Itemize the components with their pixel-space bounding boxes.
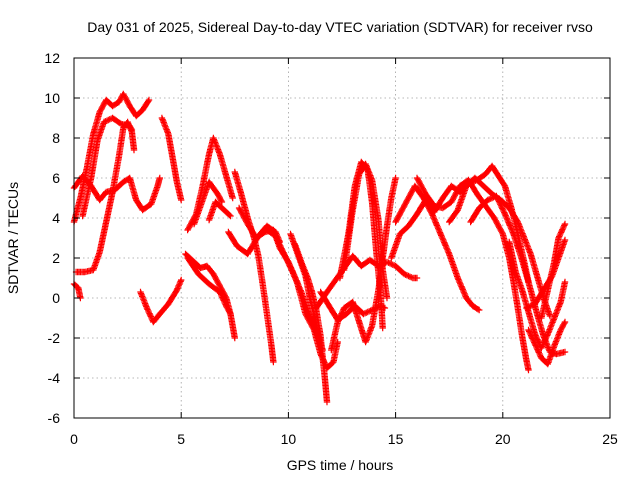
- y-axis-label: SDTVAR / TECUs: [5, 182, 21, 294]
- data-series: [70, 90, 569, 406]
- x-axis-label: GPS time / hours: [287, 457, 394, 473]
- marker-trace: [392, 182, 483, 314]
- series-track-21: [340, 160, 391, 302]
- series-track-25: [413, 174, 532, 374]
- y-tick-label: 10: [44, 90, 60, 106]
- marker-trace: [79, 114, 136, 220]
- x-tick-label: 25: [602, 431, 618, 447]
- y-tick-label: -2: [48, 330, 61, 346]
- marker-trace: [525, 318, 569, 368]
- y-tick-label: 2: [52, 250, 60, 266]
- marker-trace: [413, 174, 532, 374]
- x-tick-label: 5: [177, 431, 185, 447]
- marker-trace: [317, 288, 389, 324]
- marker-trace: [205, 198, 234, 224]
- y-tick-label: 8: [52, 130, 60, 146]
- y-tick-label: 6: [52, 170, 60, 186]
- plot-frame: [73, 57, 611, 419]
- series-track-32: [287, 230, 324, 348]
- series-track-07: [158, 114, 185, 204]
- y-tick-label: 4: [52, 210, 60, 226]
- marker-trace: [184, 254, 234, 318]
- marker-trace: [190, 178, 226, 228]
- x-tick-label: 0: [70, 431, 78, 447]
- y-tick-label: -4: [48, 370, 61, 386]
- x-tick-labels: 0 5 10 15 20 25: [70, 431, 618, 447]
- axis-ticks: [73, 57, 611, 419]
- series-track-12: [190, 178, 226, 228]
- series-track-24: [392, 182, 483, 314]
- x-tick-label: 20: [495, 431, 511, 447]
- marker-trace: [287, 230, 324, 348]
- y-tick-label: -6: [48, 410, 61, 426]
- x-tick-label: 15: [388, 431, 404, 447]
- series-track-31: [538, 220, 569, 322]
- series-track-28: [506, 238, 569, 352]
- series-track-05: [79, 114, 136, 220]
- series-track-10: [184, 254, 234, 318]
- marker-trace: [467, 192, 569, 358]
- y-tick-label: 0: [52, 290, 60, 306]
- series-track-27: [467, 192, 569, 358]
- marker-trace: [340, 160, 391, 302]
- marker-trace: [137, 276, 185, 326]
- y-tick-labels: -6 -4 -2 0 2 4 6 8 10 12: [44, 50, 60, 426]
- series-track-22: [317, 288, 389, 324]
- marker-trace: [158, 114, 185, 204]
- x-tick-label: 10: [281, 431, 297, 447]
- series-track-30: [525, 318, 569, 368]
- y-tick-label: 12: [44, 50, 60, 66]
- series-track-11: [205, 198, 234, 224]
- marker-trace: [506, 238, 569, 352]
- marker-trace: [231, 168, 277, 366]
- series-track-14: [231, 168, 277, 366]
- series-track-06: [137, 276, 185, 326]
- chart-title: Day 031 of 2025, Sidereal Day-to-day VTE…: [87, 19, 593, 35]
- marker-trace: [538, 220, 569, 322]
